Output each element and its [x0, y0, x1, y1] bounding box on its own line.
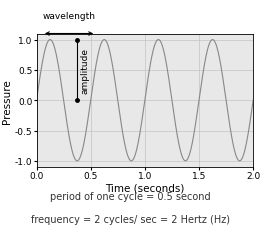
Text: amplitude: amplitude — [81, 48, 90, 93]
X-axis label: Time (seconds): Time (seconds) — [105, 183, 185, 193]
Text: frequency = 2 cycles/ sec = 2 Hertz (Hz): frequency = 2 cycles/ sec = 2 Hertz (Hz) — [31, 214, 230, 224]
Text: period of one cycle = 0.5 second: period of one cycle = 0.5 second — [50, 191, 211, 201]
Text: wavelength: wavelength — [43, 12, 96, 21]
Y-axis label: Pressure: Pressure — [2, 79, 12, 123]
